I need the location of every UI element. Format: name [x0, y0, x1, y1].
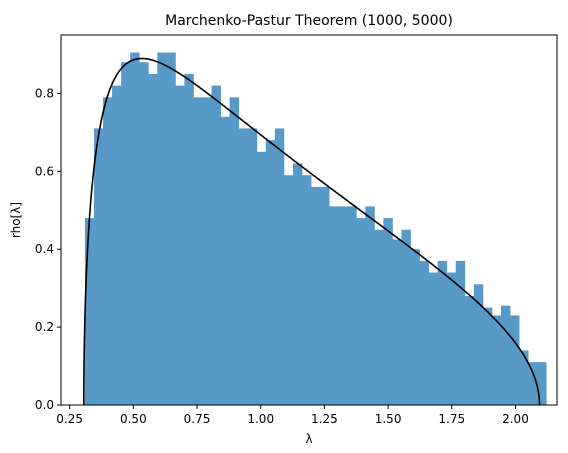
histogram-bar: [419, 260, 430, 405]
histogram-bar: [121, 62, 131, 406]
histogram-bar: [139, 62, 149, 406]
histogram-bar: [247, 128, 258, 405]
x-tick-label: 2.00: [502, 412, 529, 426]
histogram-bar: [166, 52, 176, 406]
histogram-bar: [410, 249, 420, 405]
histogram-bar: [283, 175, 294, 405]
y-axis-label: rho[λ]: [9, 202, 23, 238]
histogram-bar: [274, 128, 285, 405]
histogram-bar: [193, 97, 203, 405]
histogram-bar: [84, 218, 95, 405]
histogram-bar: [473, 284, 484, 405]
x-tick-label: 1.50: [375, 412, 402, 426]
x-axis-label: λ: [305, 432, 312, 446]
histogram-bar: [311, 186, 321, 405]
y-axis: 0.0 0.2 0.4 0.6 0.8: [35, 86, 61, 412]
histogram-bar: [184, 73, 194, 406]
histogram-bar: [392, 239, 402, 405]
histogram-bar: [265, 140, 276, 405]
histogram-bar: [103, 97, 113, 405]
histogram-bar: [500, 305, 511, 405]
histogram-bar: [519, 350, 529, 405]
histogram-bar: [356, 218, 366, 405]
y-tick-label: 0.8: [35, 86, 54, 100]
histogram-bar: [202, 97, 212, 405]
histogram-bar: [374, 229, 384, 405]
histogram-bar: [428, 272, 439, 405]
histogram-bar: [338, 206, 348, 405]
histogram-bar: [320, 186, 330, 405]
histogram-bar: [383, 218, 393, 405]
histogram-bar: [365, 206, 375, 405]
histogram-bar: [329, 206, 339, 405]
histogram-bar: [130, 52, 140, 406]
histogram-bar: [238, 128, 249, 405]
y-tick-label: 0.0: [35, 398, 54, 412]
histogram-bar: [157, 52, 167, 406]
histogram-bar: [112, 85, 122, 405]
histogram-bar: [347, 206, 357, 405]
histogram-bar: [509, 315, 520, 405]
histogram-bar: [455, 260, 466, 405]
x-tick-label: 0.75: [184, 412, 211, 426]
histogram-bar: [220, 116, 231, 405]
x-tick-label: 1.00: [247, 412, 274, 426]
y-tick-label: 0.6: [35, 164, 54, 178]
x-tick-label: 1.75: [438, 412, 465, 426]
chart-title: Marchenko-Pastur Theorem (1000, 5000): [165, 13, 453, 29]
histogram-bar: [211, 85, 222, 405]
histogram-bar: [175, 85, 185, 405]
histogram-bars: [84, 52, 547, 406]
histogram-bar: [148, 73, 158, 406]
histogram-bar: [446, 272, 457, 405]
x-tick-label: 1.25: [311, 412, 338, 426]
y-tick-label: 0.2: [35, 320, 54, 334]
y-tick-label: 0.4: [35, 242, 54, 256]
plot-frame: [60, 34, 558, 406]
histogram-bar: [256, 151, 267, 405]
histogram-bar: [464, 295, 475, 405]
x-tick-label: 0.25: [56, 412, 83, 426]
x-tick-label: 0.50: [120, 412, 147, 426]
histogram-bar: [537, 362, 547, 405]
histogram-bar: [229, 97, 240, 405]
x-axis: 0.25 0.50 0.75 1.00 1.25 1.50 1.75 2.00: [56, 405, 529, 426]
histogram-bar: [292, 163, 303, 405]
histogram-bar: [491, 315, 502, 405]
marchenko-pastur-curve: [83, 57, 541, 405]
histogram-bar: [528, 362, 538, 405]
histogram-bar: [437, 260, 448, 405]
histogram-bar: [401, 229, 411, 405]
histogram-bar: [93, 128, 104, 405]
histogram-bar: [482, 307, 493, 405]
histogram-bar: [301, 175, 312, 405]
